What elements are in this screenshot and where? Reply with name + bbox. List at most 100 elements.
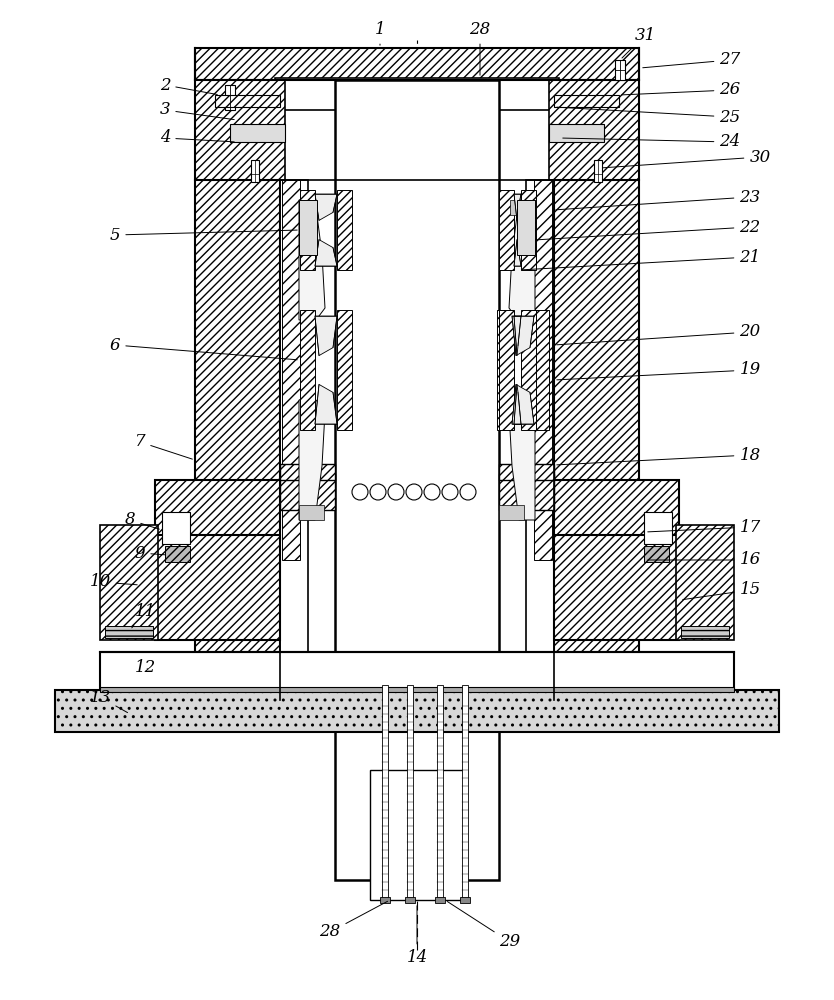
Bar	[337, 190, 352, 270]
Polygon shape	[509, 400, 535, 520]
Bar	[162, 512, 190, 544]
Text: 21: 21	[522, 248, 761, 270]
Bar	[510, 200, 535, 215]
Bar	[676, 525, 734, 640]
Text: 3: 3	[159, 102, 234, 120]
Bar	[55, 690, 779, 732]
Bar	[549, 80, 639, 180]
Bar	[370, 770, 464, 900]
Text: 29: 29	[447, 902, 520, 950]
Circle shape	[370, 484, 386, 500]
Bar	[644, 546, 669, 562]
Bar	[615, 60, 625, 80]
Polygon shape	[509, 200, 535, 320]
Text: 9: 9	[134, 544, 165, 562]
Text: 22: 22	[537, 219, 761, 240]
Circle shape	[352, 484, 368, 500]
Circle shape	[460, 484, 476, 500]
Text: 2: 2	[159, 77, 218, 95]
Text: 16: 16	[648, 552, 761, 568]
Circle shape	[442, 484, 458, 500]
Text: 14: 14	[406, 906, 428, 966]
Polygon shape	[514, 240, 521, 266]
Text: 31: 31	[622, 26, 656, 58]
Bar	[215, 95, 280, 107]
Text: 1: 1	[374, 21, 385, 45]
Text: 24: 24	[563, 133, 741, 150]
Text: 8: 8	[125, 512, 159, 529]
Bar	[462, 685, 468, 900]
Bar	[195, 48, 639, 80]
Bar	[499, 474, 554, 510]
Text: 28: 28	[470, 21, 490, 75]
Bar	[100, 652, 734, 690]
Bar	[554, 95, 619, 107]
Polygon shape	[512, 384, 534, 424]
Text: 7: 7	[134, 434, 193, 459]
Text: 13: 13	[89, 688, 128, 713]
Text: 17: 17	[648, 518, 761, 536]
Text: 26: 26	[622, 82, 741, 99]
Polygon shape	[299, 200, 325, 320]
Text: 18: 18	[557, 446, 761, 465]
Text: 28: 28	[319, 901, 388, 940]
Bar	[549, 124, 604, 142]
Bar	[499, 310, 514, 430]
Text: 30: 30	[603, 148, 771, 168]
Bar	[299, 200, 317, 255]
Bar	[100, 525, 158, 640]
Bar	[554, 480, 679, 540]
Bar	[407, 685, 413, 900]
Bar	[282, 180, 300, 560]
Bar	[300, 190, 315, 270]
Text: 27: 27	[643, 51, 741, 68]
Bar	[195, 180, 280, 700]
Polygon shape	[315, 316, 337, 356]
Bar	[299, 200, 324, 215]
Bar	[299, 505, 324, 520]
Text: 12: 12	[134, 658, 156, 676]
Bar	[155, 535, 280, 640]
Bar	[497, 310, 512, 430]
Bar	[554, 535, 679, 640]
Bar	[437, 685, 443, 900]
Polygon shape	[315, 240, 337, 266]
Bar	[165, 546, 190, 562]
Bar	[225, 85, 235, 110]
Text: 10: 10	[89, 574, 138, 590]
Bar	[681, 626, 729, 638]
Bar	[105, 626, 153, 638]
Bar	[405, 897, 415, 903]
Polygon shape	[315, 194, 337, 220]
Text: 20: 20	[557, 324, 761, 345]
Circle shape	[424, 484, 440, 500]
Bar	[155, 480, 280, 540]
Bar	[534, 180, 552, 560]
Text: 5: 5	[110, 227, 297, 243]
Bar	[300, 310, 315, 430]
Bar	[521, 190, 536, 270]
Bar	[251, 160, 259, 182]
Bar	[195, 80, 285, 180]
Polygon shape	[514, 194, 521, 220]
Bar	[280, 474, 335, 510]
Bar	[382, 685, 388, 900]
Bar	[275, 78, 559, 110]
Polygon shape	[514, 384, 521, 424]
Polygon shape	[512, 316, 534, 356]
Polygon shape	[514, 316, 521, 356]
Bar	[100, 687, 734, 692]
Bar	[335, 80, 499, 880]
Text: 15: 15	[683, 582, 761, 600]
Bar	[517, 200, 535, 255]
Text: 6: 6	[110, 336, 297, 360]
Circle shape	[406, 484, 422, 500]
Bar	[499, 190, 514, 270]
Circle shape	[388, 484, 404, 500]
Text: 23: 23	[555, 188, 761, 210]
Bar	[230, 124, 285, 142]
Bar	[435, 897, 445, 903]
Bar	[499, 464, 554, 480]
Bar	[337, 310, 352, 430]
Polygon shape	[299, 400, 325, 520]
